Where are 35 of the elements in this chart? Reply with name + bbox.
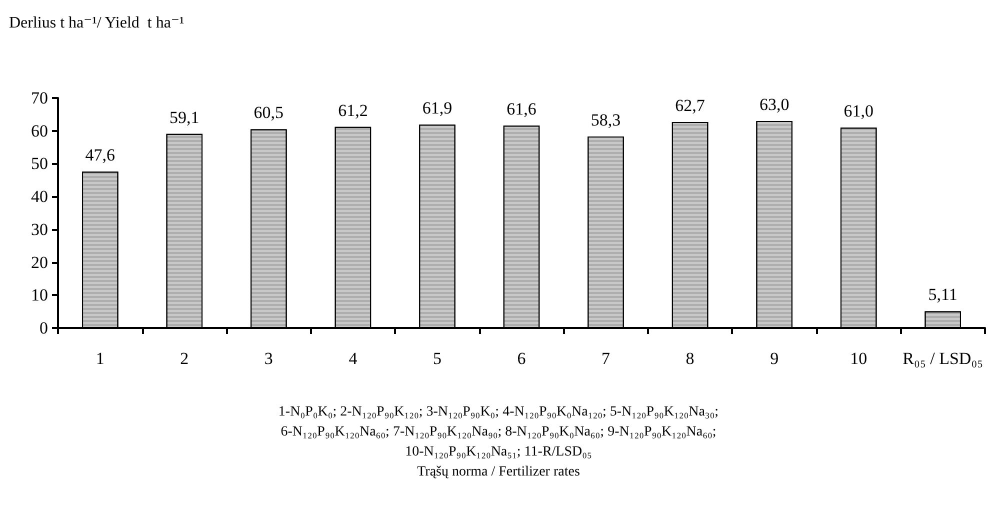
x-tick-label: 6 bbox=[517, 349, 526, 368]
data-label: 5,11 bbox=[928, 285, 958, 304]
x-tick-label: 4 bbox=[348, 349, 358, 368]
text: Trąšų norma / Fertilizer rates bbox=[417, 464, 580, 480]
x-tick-label: 9 bbox=[770, 349, 779, 368]
data-label: 61,6 bbox=[506, 100, 536, 119]
x-tick-label: 7 bbox=[602, 349, 611, 368]
x-tick-label: 5 bbox=[432, 349, 442, 368]
y-tick-label: 60 bbox=[31, 121, 48, 140]
data-label: 61,0 bbox=[844, 102, 874, 121]
text: 1-N₀P₀K₀; 2-N₁₂₀P₉₀K₁₂₀; 3-N₁₂₀P₉₀K₀; 4-N₁₂₀P₉₀K₀Na₁₂₀; 5-N₁₂₀P₉₀K₁₂₀Na₃₀; bbox=[278, 404, 719, 420]
x-tick-label: 10 bbox=[850, 349, 868, 368]
y-tick-label: 20 bbox=[31, 252, 48, 272]
data-label: 47,6 bbox=[85, 146, 116, 165]
data-label: 62,7 bbox=[675, 96, 706, 115]
y-tick-label: 10 bbox=[31, 286, 48, 305]
y-tick-label: 30 bbox=[31, 220, 48, 239]
x-tick-label: 8 bbox=[686, 349, 694, 368]
x-tick-label: R₀₅ / LSD₀₅ bbox=[902, 349, 984, 368]
y-tick-label: 70 bbox=[31, 88, 48, 108]
x-tick-label: 2 bbox=[180, 349, 189, 368]
y-tick-label: 40 bbox=[31, 187, 48, 206]
data-label: 61,9 bbox=[422, 98, 452, 118]
text: 6-N₁₂₀P₉₀K₁₂₀Na₆₀; 7-N₁₂₀P₉₀K₁₂₀Na₉₀; 8-N₁₂₀P₉₀K₀Na₆₀; 9-N₁₂₀P₉₀K₁₂₀Na₆₀; bbox=[280, 424, 716, 440]
data-label: 59,1 bbox=[170, 108, 200, 127]
data-label: 60,5 bbox=[254, 103, 284, 122]
x-tick-label: 3 bbox=[264, 349, 273, 368]
y-axis-title: Derlius t ha⁻¹/ Yield t ha⁻¹ bbox=[9, 14, 184, 32]
data-label: 58,3 bbox=[590, 110, 621, 130]
data-label: 61,2 bbox=[338, 100, 368, 120]
x-tick-label: 1 bbox=[96, 349, 104, 368]
text: 10-N₁₂₀P₉₀K₁₂₀Na₅₁; 11-R/LSD₀₅ bbox=[405, 444, 592, 460]
y-tick-label: 0 bbox=[40, 318, 48, 338]
y-tick-label: 50 bbox=[31, 154, 48, 174]
data-label: 63,0 bbox=[759, 95, 790, 114]
